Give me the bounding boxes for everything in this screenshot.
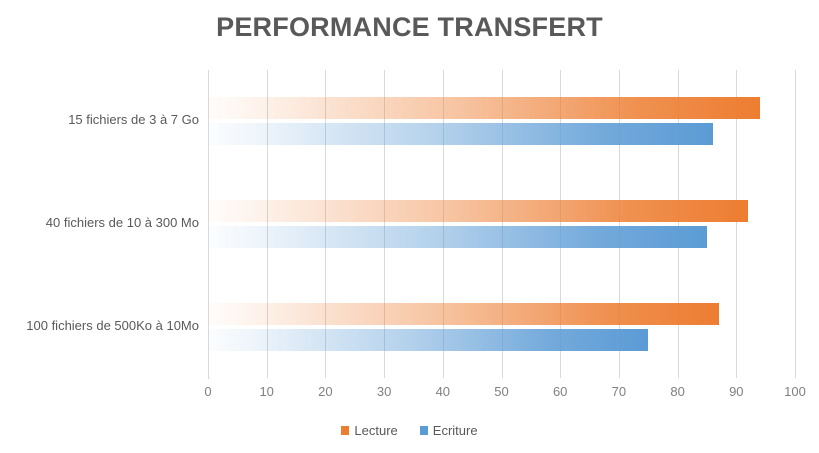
gridline-80 <box>677 70 679 378</box>
gridline-20 <box>325 70 327 378</box>
gridline-30 <box>384 70 386 378</box>
gridline-50 <box>501 70 503 378</box>
x-tick-0: 0 <box>204 384 212 399</box>
gridline-10 <box>266 70 268 378</box>
gridline-90 <box>736 70 738 378</box>
category-label-1: 40 fichiers de 10 à 300 Mo <box>45 215 199 230</box>
bar-lecture-2[interactable] <box>208 302 719 325</box>
x-tick-80: 80 <box>670 384 685 399</box>
x-tick-50: 50 <box>494 384 509 399</box>
bar-ecriture-1[interactable] <box>208 226 707 248</box>
gridline-70 <box>618 70 620 378</box>
x-tick-100: 100 <box>784 384 806 399</box>
gridline-100 <box>795 70 796 378</box>
x-tick-60: 60 <box>552 384 568 399</box>
legend-item-lecture[interactable]: Lecture <box>341 423 398 438</box>
gridline-0 <box>208 70 209 378</box>
gridline-40 <box>442 70 444 378</box>
bar-ecriture-0[interactable] <box>208 123 713 146</box>
x-tick-40: 40 <box>435 384 451 399</box>
legend-swatch-icon <box>419 426 428 435</box>
chart-legend: Lecture Ecriture <box>0 423 819 438</box>
chart-title: PERFORMANCE TRANSFERT <box>216 12 603 42</box>
x-tick-90: 90 <box>729 384 744 399</box>
bar-ecriture-2[interactable] <box>208 328 649 351</box>
legend-label: Lecture <box>354 423 398 438</box>
legend-swatch-icon <box>341 426 350 435</box>
category-label-0: 15 fichiers de 3 à 7 Go <box>68 112 199 128</box>
bar-lecture-0[interactable] <box>208 97 760 120</box>
bar-lecture-1[interactable] <box>208 200 749 222</box>
plot-area <box>208 70 796 378</box>
y-axis-category-labels: 15 fichiers de 3 à 7 Go 40 fichiers de 10… <box>0 70 199 378</box>
x-axis-tick-labels: 0 10 20 30 40 50 60 70 80 90 100 <box>204 384 805 404</box>
x-tick-10: 10 <box>259 384 274 399</box>
x-tick-70: 70 <box>611 384 627 399</box>
x-tick-20: 20 <box>318 384 333 399</box>
gridline-60 <box>560 70 562 378</box>
legend-label: Ecriture <box>432 423 478 438</box>
legend-item-ecriture[interactable]: Ecriture <box>419 423 478 438</box>
x-tick-30: 30 <box>376 384 392 399</box>
category-label-2: 100 fichiers de 500Ko à 10Mo <box>26 317 199 333</box>
